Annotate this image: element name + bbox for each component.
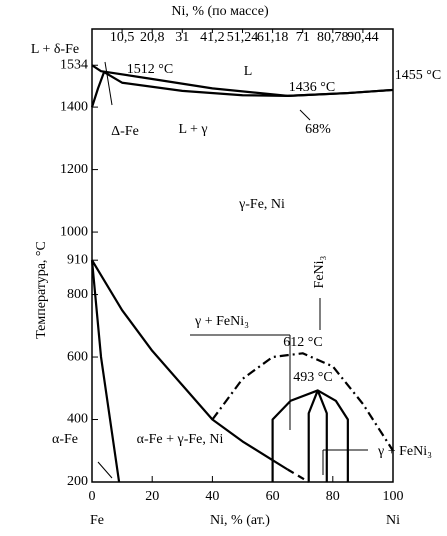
y-tick-label: 600 [67, 349, 88, 364]
annotation: γ-Fe, Ni [238, 197, 285, 212]
phase-boundary [90, 71, 106, 108]
top-tick-label: 51,24 [227, 30, 259, 45]
x-tick-label: 80 [326, 489, 340, 504]
annotation: 1436 °C [289, 80, 335, 95]
y-tick-label: 1000 [60, 224, 88, 239]
top-tick-label: 20,8 [140, 30, 165, 45]
x-tick-label: 0 [89, 489, 96, 504]
leader [97, 461, 113, 479]
annotation: γ + FeNi₃ [377, 444, 432, 459]
annotation: L + δ-Fe [31, 42, 79, 57]
phase-boundary [91, 259, 289, 471]
plot-frame [91, 28, 394, 483]
phase-boundary [287, 468, 310, 483]
annotation: FeNi₃ [312, 255, 327, 288]
annotation: 1455 °C [395, 68, 441, 83]
annotation: α-Fe [52, 432, 78, 447]
top-tick-label: 10,5 [110, 30, 135, 45]
y-axis-label: Температура, °C [34, 241, 49, 339]
top-tick-label: 61,18 [257, 30, 289, 45]
annotation: L + γ [178, 122, 207, 137]
y-tick-label: 400 [67, 412, 88, 427]
y-tick-label: 1534 [60, 57, 88, 72]
y-tick-label: 1400 [60, 99, 88, 114]
annotation: γ + FeNi₃ [194, 314, 249, 329]
top-tick-label: 80,78 [317, 30, 349, 45]
x-end-label: Ni [386, 513, 400, 528]
annotation: 68% [305, 122, 331, 137]
chart-title: Ni, % (по массе) [171, 4, 269, 19]
x-tick-label: 60 [266, 489, 280, 504]
annotation: 1512 °C [127, 62, 173, 77]
top-tick-label: 31 [175, 30, 189, 45]
annotation: L [244, 64, 253, 79]
leader [299, 109, 311, 121]
annotation: Δ-Fe [111, 124, 139, 139]
x-axis-label: Ni, % (ат.) [210, 513, 270, 528]
top-tick-label: 71 [296, 30, 310, 45]
x-tick-label: 20 [145, 489, 159, 504]
annotation: 493 °C [293, 370, 332, 385]
top-tick-label: 41,2 [200, 30, 225, 45]
annotation: 612 °C [283, 335, 322, 350]
y-tick-label: 1200 [60, 162, 88, 177]
phase-boundary [211, 352, 394, 452]
x-tick-label: 100 [383, 489, 404, 504]
phase-boundary [103, 71, 394, 97]
y-tick-label: 200 [67, 474, 88, 489]
x-tick-label: 40 [205, 489, 219, 504]
phase-boundary [307, 389, 328, 482]
top-tick-label: 90,44 [347, 30, 379, 45]
annotation: α-Fe + γ-Fe, Ni [137, 432, 224, 447]
y-tick-label: 910 [67, 252, 88, 267]
y-tick-label: 800 [67, 287, 88, 302]
phase-boundary [90, 260, 121, 483]
leader-lines [97, 61, 368, 479]
x-start-label: Fe [90, 513, 104, 528]
leader [104, 61, 113, 106]
